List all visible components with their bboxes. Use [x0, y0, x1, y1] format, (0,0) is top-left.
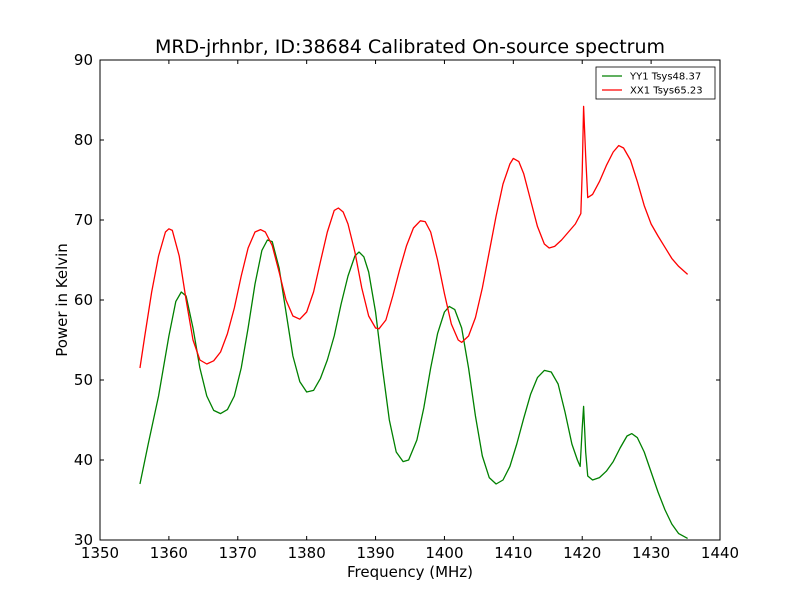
y-tick-label: 50	[74, 371, 93, 389]
x-tick-label: 1350	[81, 544, 119, 562]
x-tick-label: 1390	[356, 544, 394, 562]
y-tick-label: 40	[74, 451, 93, 469]
legend-label: XX1 Tsys65.23	[630, 86, 703, 97]
y-tick-label: 70	[74, 211, 93, 229]
x-tick-label: 1420	[563, 544, 601, 562]
y-tick-label: 80	[74, 131, 93, 149]
plot-area: 1350 1360 1370 1380 1390 1400 1410 1420 1430 1440…	[74, 51, 739, 562]
y-tick-label: 90	[74, 51, 93, 69]
x-tick-label: 1440	[701, 544, 739, 562]
x-tick-label: 1400	[425, 544, 463, 562]
y-tick-label: 30	[74, 531, 93, 549]
x-tick-label: 1360	[150, 544, 188, 562]
x-tick-label: 1380	[288, 544, 326, 562]
x-tick-label: 1410	[494, 544, 532, 562]
y-tick-label: 60	[74, 291, 93, 309]
legend-box	[595, 66, 716, 100]
series-line-2	[139, 105, 689, 369]
x-tick-label: 1430	[632, 544, 670, 562]
series-line-1	[139, 239, 688, 539]
x-tick-label: 1370	[219, 544, 257, 562]
legend-label: YY1 Tsys48.37	[629, 72, 701, 83]
x-axis-label: Frequency (MHz)	[347, 563, 473, 581]
chart-title: MRD-jrhnbr, ID:38684 Calibrated On-sourc…	[155, 36, 665, 58]
y-axis-label: Power in Kelvin	[53, 243, 71, 357]
